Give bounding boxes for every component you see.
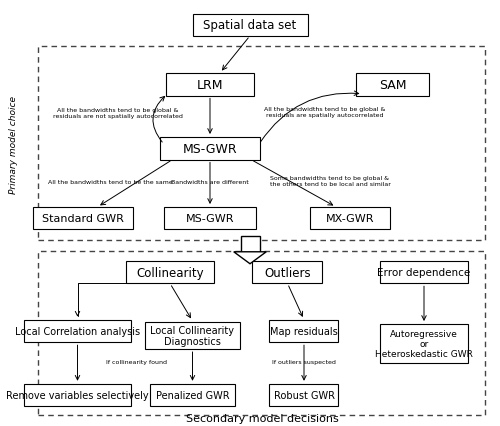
Text: Standard GWR: Standard GWR [42,213,123,224]
Text: Remove variables selectively: Remove variables selectively [6,390,149,400]
Text: Error dependence: Error dependence [378,268,470,278]
Text: SAM: SAM [379,79,406,92]
FancyBboxPatch shape [356,74,429,96]
FancyArrowPatch shape [153,97,164,143]
FancyBboxPatch shape [126,262,214,284]
Text: Autoregressive
or
Heteroskedastic GWR: Autoregressive or Heteroskedastic GWR [375,329,473,359]
FancyBboxPatch shape [160,138,260,160]
Text: MX-GWR: MX-GWR [326,213,374,224]
Text: All the bandwidths tend to be global &
residuals are spatially autocorrelated: All the bandwidths tend to be global & r… [264,107,386,118]
Text: Local Correlation analysis: Local Correlation analysis [15,326,140,337]
FancyBboxPatch shape [32,207,132,230]
Text: Penalized GWR: Penalized GWR [156,390,230,400]
FancyBboxPatch shape [166,74,254,96]
Text: LRM: LRM [197,79,223,92]
FancyBboxPatch shape [252,262,322,284]
FancyBboxPatch shape [24,320,131,343]
Text: Primary model choice: Primary model choice [10,96,18,194]
FancyBboxPatch shape [145,322,240,349]
FancyBboxPatch shape [380,262,468,284]
Bar [240,236,260,253]
Bar [38,47,485,241]
Text: Local Collinearity
Diagnostics: Local Collinearity Diagnostics [150,325,234,346]
Text: If collinearity found: If collinearity found [106,359,166,364]
FancyBboxPatch shape [310,207,390,230]
FancyBboxPatch shape [164,207,256,230]
FancyBboxPatch shape [150,384,235,406]
FancyBboxPatch shape [270,320,338,343]
Text: Spatial data set: Spatial data set [204,19,296,32]
FancyBboxPatch shape [192,14,308,37]
FancyBboxPatch shape [24,384,131,406]
Text: Secondary model decisions: Secondary model decisions [186,413,339,423]
Text: Map residuals: Map residuals [270,326,338,337]
FancyArrowPatch shape [260,92,358,143]
Text: All the bandwidths tend to be global &
residuals are not spatially autocorrelate: All the bandwidths tend to be global & r… [52,108,182,119]
Bar [38,251,485,415]
Text: If outliers suspected: If outliers suspected [272,359,336,364]
Text: Some bandwidths tend to be global &
the others tend to be local and similar: Some bandwidths tend to be global & the … [270,176,390,187]
Text: Collinearity: Collinearity [136,266,204,279]
Text: Bandwidths are different: Bandwidths are different [171,180,249,185]
Text: Robust GWR: Robust GWR [274,390,334,400]
Text: MS-GWR: MS-GWR [182,143,238,155]
Text: MS-GWR: MS-GWR [186,213,234,224]
Polygon shape [234,252,266,264]
Text: All the bandwidths tend to be the same: All the bandwidths tend to be the same [48,180,172,185]
FancyBboxPatch shape [380,325,468,363]
Text: Outliers: Outliers [264,266,311,279]
FancyBboxPatch shape [270,384,338,406]
